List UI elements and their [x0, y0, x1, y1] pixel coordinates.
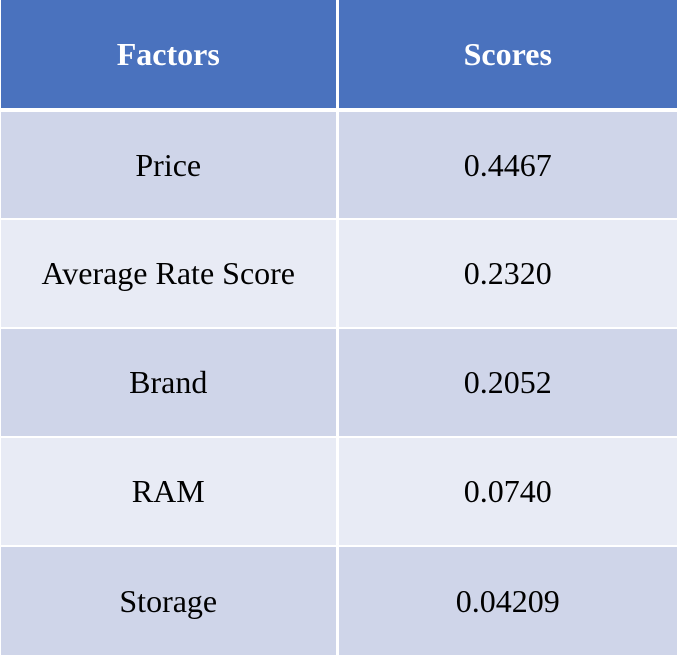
header-row: Factors Scores	[1, 0, 677, 112]
factor-cell: Brand	[1, 328, 339, 438]
score-cell: 0.04209	[337, 546, 677, 655]
table-row: Storage 0.04209	[1, 546, 677, 655]
score-cell: 0.2052	[337, 328, 677, 438]
factor-scores-table: Factors Scores Price 0.4467 Average Rate…	[1, 0, 677, 655]
factor-cell: Storage	[1, 546, 339, 655]
table-row: Brand 0.2052	[1, 328, 677, 438]
score-cell: 0.0740	[337, 437, 677, 547]
table-row: Price 0.4467	[1, 110, 677, 220]
table-row: RAM 0.0740	[1, 437, 677, 547]
table-row: Average Rate Score 0.2320	[1, 219, 677, 329]
header-factors: Factors	[1, 0, 339, 112]
table-body: Price 0.4467 Average Rate Score 0.2320 B…	[1, 110, 677, 655]
table-header: Factors Scores	[1, 0, 677, 112]
factor-cell: Price	[1, 110, 339, 220]
header-scores: Scores	[337, 0, 677, 112]
score-cell: 0.4467	[337, 110, 677, 220]
score-cell: 0.2320	[337, 219, 677, 329]
factor-cell: Average Rate Score	[1, 219, 339, 329]
factor-cell: RAM	[1, 437, 339, 547]
